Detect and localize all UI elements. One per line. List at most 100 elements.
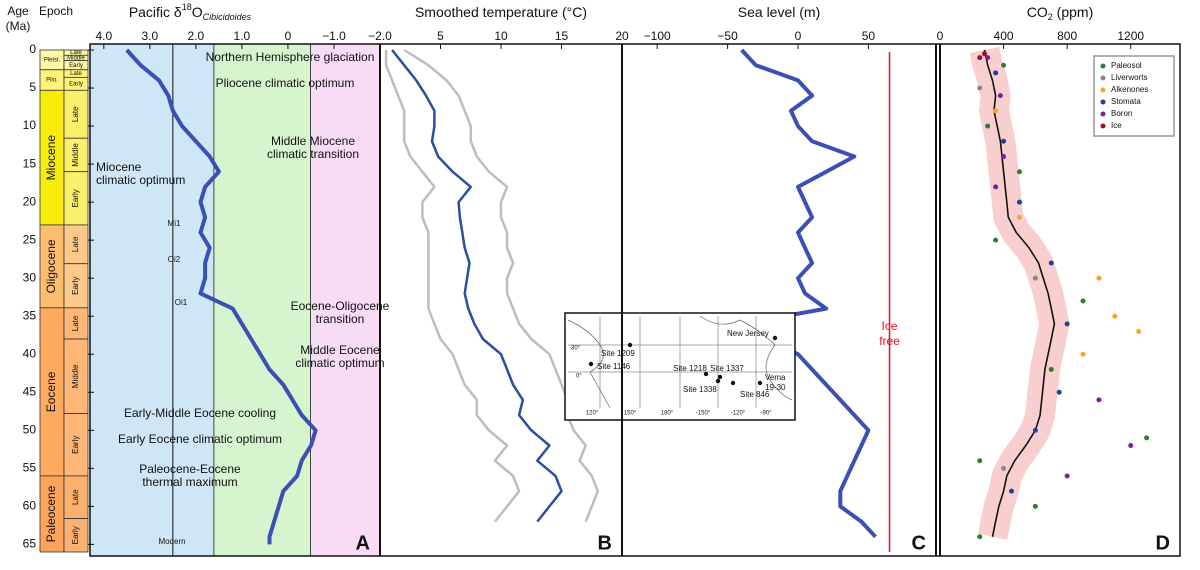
- legend-label: Stomata: [1111, 97, 1141, 106]
- y-tick-label: 5: [29, 80, 36, 94]
- data-point: [1080, 298, 1086, 304]
- annotation: transition: [316, 312, 365, 326]
- data-point: [993, 237, 999, 243]
- subepoch-name: Early: [69, 81, 83, 87]
- subepoch: [63, 89, 89, 139]
- data-point: [1016, 214, 1022, 220]
- x-tick-label: 0: [937, 29, 944, 43]
- y-tick-label: 50: [23, 422, 37, 436]
- data-point: [1001, 62, 1007, 68]
- y-tick-label: 15: [23, 156, 37, 170]
- map-lon-label: 180°: [661, 411, 674, 417]
- annotation: Paleocene-Eocene: [139, 462, 241, 476]
- subepoch: [63, 137, 89, 173]
- x-tick-label: 10: [494, 29, 508, 43]
- panel-title: Sea level (m): [738, 4, 820, 20]
- title-part: Sea level (m): [738, 4, 820, 20]
- data-point: [993, 70, 999, 76]
- site-marker: [730, 380, 736, 386]
- y-tick-label: 20: [23, 194, 37, 208]
- legend-label: Alkenones: [1111, 85, 1148, 94]
- y-tick-label: 25: [23, 232, 37, 246]
- x-tick-label: 15: [555, 29, 569, 43]
- site-label: Site 1209: [601, 349, 635, 358]
- climate-band: [310, 44, 380, 556]
- legend-marker: [1100, 123, 1106, 129]
- y-tick-label: 0: [29, 42, 36, 56]
- data-point: [1001, 465, 1007, 471]
- subepoch: [63, 171, 89, 226]
- panel-title: Smoothed temperature (°C): [415, 4, 587, 20]
- legend-marker: [1100, 99, 1106, 105]
- subepoch: [63, 475, 89, 519]
- data-point: [993, 184, 999, 190]
- epoch-name: Paleocene: [44, 485, 58, 542]
- epoch-label: Epoch: [39, 4, 73, 18]
- x-tick-label: −2.0: [368, 29, 392, 43]
- subepoch: [63, 338, 89, 414]
- subepoch-name: Late: [71, 489, 80, 505]
- map-lon-label: -150°: [696, 411, 711, 417]
- annotation: Early Eocene climatic optimum: [118, 432, 282, 446]
- climate-band: [90, 44, 215, 556]
- epoch: [39, 475, 65, 553]
- data-point: [977, 85, 983, 91]
- site-marker: [715, 378, 721, 384]
- x-tick-label: 0: [795, 29, 802, 43]
- annotation: climatic optimum: [96, 173, 185, 187]
- subepoch-name: Late: [70, 50, 82, 56]
- x-tick-label: 1.0: [234, 29, 251, 43]
- subepoch-name: Early: [71, 436, 80, 454]
- y-tick-label: 10: [23, 118, 37, 132]
- map-lon-label: -120°: [731, 411, 746, 417]
- legend-marker: [1100, 111, 1106, 117]
- data-point: [1001, 153, 1007, 159]
- site-label: Site 1218: [673, 364, 707, 373]
- site-marker: [703, 371, 709, 377]
- data-point: [1032, 275, 1038, 281]
- data-point: [1048, 366, 1054, 372]
- legend-box: [1093, 55, 1175, 137]
- data-point: [1048, 260, 1054, 266]
- epoch: [39, 89, 65, 226]
- age-axis-label: (Ma): [6, 19, 31, 33]
- epoch-name: Miocene: [44, 135, 58, 181]
- series-line: [403, 48, 600, 523]
- subepoch: [63, 263, 89, 309]
- site-marker: [772, 335, 778, 341]
- x-tick-label: −100: [644, 29, 671, 43]
- data-point: [1016, 169, 1022, 175]
- data-point: [982, 51, 988, 57]
- series-line: [125, 48, 318, 545]
- x-tick-label: 2.0: [188, 29, 205, 43]
- ice-free-label: Ice: [882, 319, 898, 333]
- data-point: [1056, 389, 1062, 395]
- x-tick-label: 0: [285, 29, 292, 43]
- legend-marker: [1100, 75, 1106, 81]
- annotation: Modern: [158, 537, 185, 546]
- annotation: Middle Miocene: [271, 134, 355, 148]
- data-point: [985, 123, 991, 129]
- subepoch-name: Middle: [71, 364, 80, 388]
- data-point: [1009, 488, 1015, 494]
- age-axis-label: Age: [7, 4, 29, 18]
- map-lat-label: 0°: [576, 374, 582, 380]
- title-part: Pacific δ: [129, 4, 182, 20]
- site-label: New Jersey: [727, 329, 769, 338]
- data-point: [1136, 328, 1142, 334]
- series-line: [391, 49, 563, 523]
- annotation: Northern Hemisphere glaciation: [206, 50, 375, 64]
- title-part: Cibicidoides: [203, 12, 252, 22]
- map-lon-label: 150°: [624, 411, 637, 417]
- x-tick-label: 4.0: [95, 29, 112, 43]
- subepoch-name: Late: [70, 71, 82, 77]
- coastline: [567, 315, 793, 409]
- site-label: Site 1337: [710, 364, 744, 373]
- title-part: CO: [1027, 4, 1048, 20]
- annotation: Oi2: [168, 255, 181, 264]
- site-label: Site 1338: [683, 385, 717, 394]
- data-point: [977, 534, 983, 540]
- legend-label: Liverworts: [1111, 73, 1147, 82]
- data-point: [977, 55, 983, 61]
